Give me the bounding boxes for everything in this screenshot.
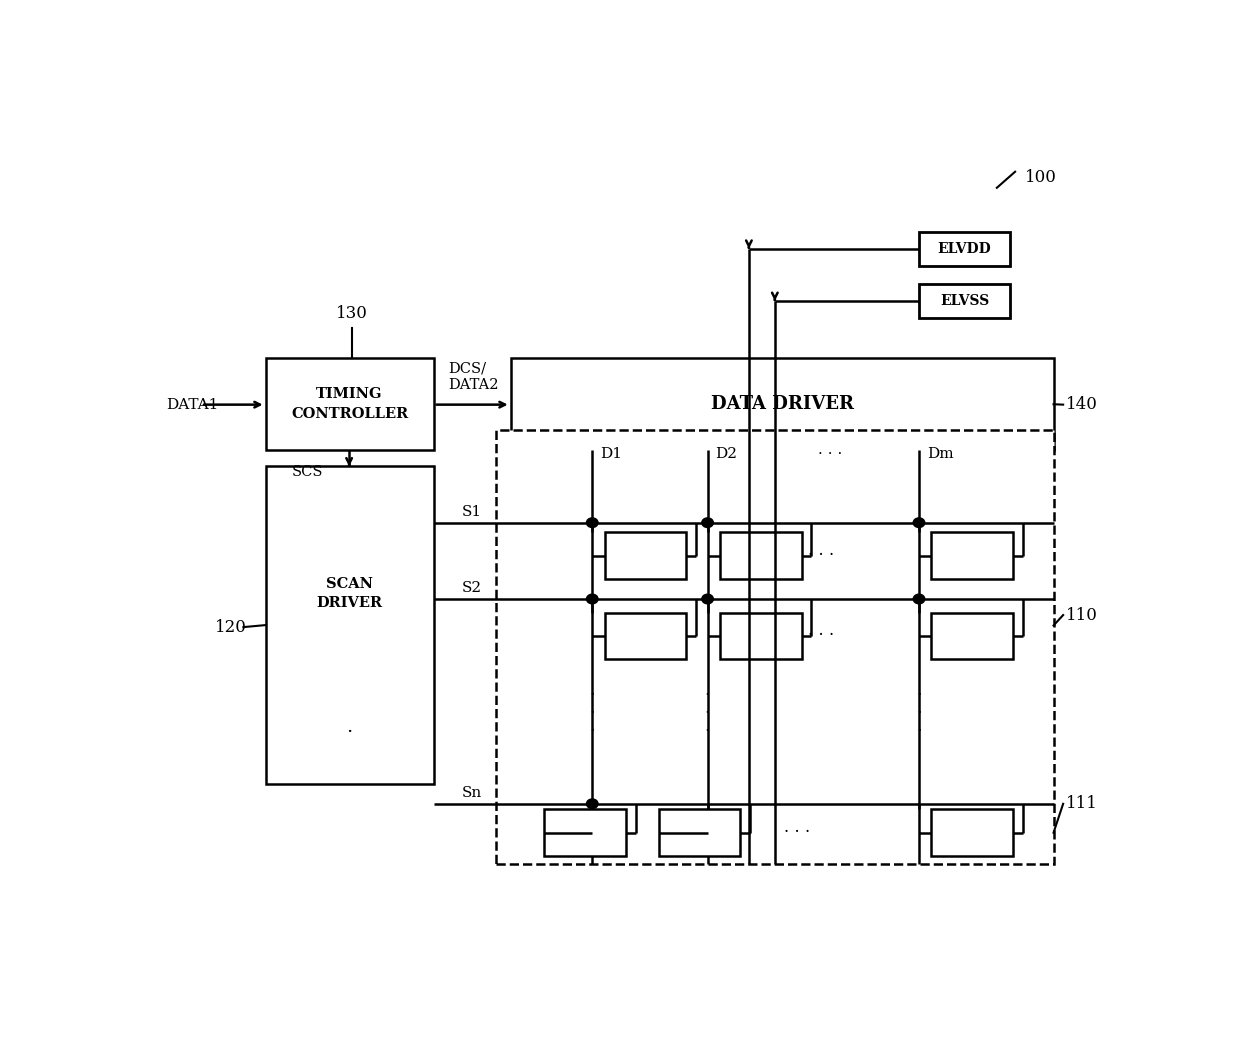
Circle shape — [587, 518, 598, 528]
Bar — [720, 532, 802, 579]
Text: S1: S1 — [461, 505, 481, 518]
Text: ·
·
·: · · · — [589, 686, 595, 741]
Text: · · ·: · · · — [807, 548, 835, 564]
Bar — [265, 358, 434, 451]
Text: ·
·
·: · · · — [916, 686, 921, 741]
Text: D1: D1 — [600, 446, 622, 461]
Bar — [544, 809, 626, 856]
Circle shape — [913, 518, 925, 528]
Text: ELVDD: ELVDD — [937, 242, 992, 256]
Text: D2: D2 — [715, 446, 738, 461]
Text: · · ·: · · · — [807, 628, 835, 645]
Circle shape — [913, 595, 925, 604]
Bar — [919, 284, 1011, 318]
Text: S2: S2 — [461, 581, 481, 595]
Text: DATA DRIVER: DATA DRIVER — [711, 395, 853, 413]
Text: ELVSS: ELVSS — [940, 294, 990, 308]
Text: Dm: Dm — [926, 446, 954, 461]
Bar — [720, 612, 802, 659]
Text: DATA1: DATA1 — [166, 397, 219, 412]
Circle shape — [702, 518, 713, 528]
Bar — [496, 431, 1054, 864]
Circle shape — [702, 595, 713, 604]
Text: 130: 130 — [336, 305, 368, 322]
Bar — [931, 532, 1013, 579]
Text: 140: 140 — [1066, 396, 1097, 413]
Text: DCS/
DATA2: DCS/ DATA2 — [448, 362, 498, 392]
Bar — [605, 532, 687, 579]
Text: 100: 100 — [1024, 169, 1056, 186]
Text: SCAN
DRIVER: SCAN DRIVER — [316, 577, 383, 610]
Text: TIMING
CONTROLLER: TIMING CONTROLLER — [291, 388, 408, 421]
Bar — [511, 358, 1054, 451]
Text: Sn: Sn — [461, 785, 481, 800]
Text: SCS: SCS — [291, 465, 324, 479]
Text: 120: 120 — [215, 618, 247, 635]
Bar — [605, 612, 687, 659]
Bar — [658, 809, 740, 856]
Bar — [919, 232, 1011, 266]
Text: .: . — [346, 719, 352, 736]
Bar — [931, 612, 1013, 659]
Text: 110: 110 — [1066, 607, 1097, 624]
Circle shape — [587, 799, 598, 808]
Text: · · ·: · · · — [818, 446, 842, 461]
Text: · · ·: · · · — [784, 824, 810, 842]
Circle shape — [587, 595, 598, 604]
Bar — [931, 809, 1013, 856]
Text: ·
·
·: · · · — [704, 686, 711, 741]
Text: 111: 111 — [1066, 796, 1097, 812]
Bar — [265, 466, 434, 783]
